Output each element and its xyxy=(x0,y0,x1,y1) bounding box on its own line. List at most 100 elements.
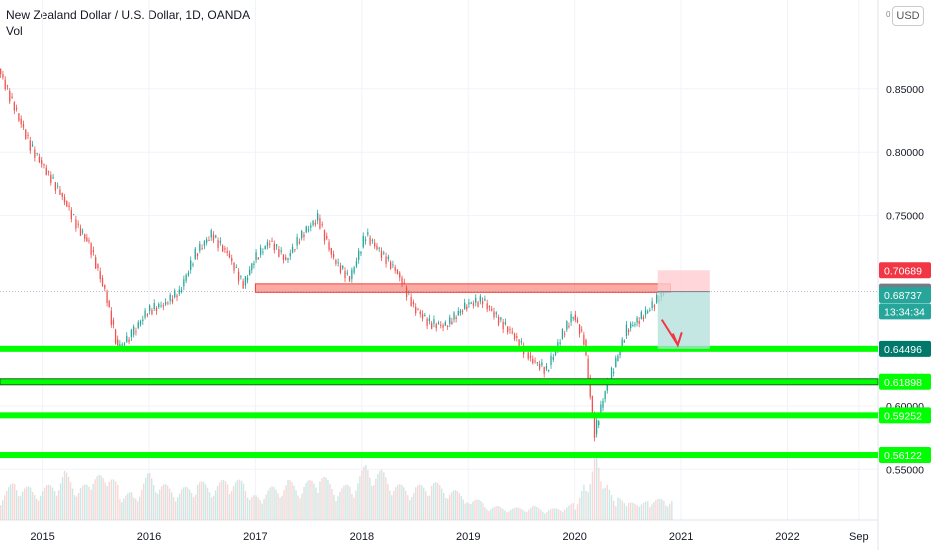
volume-bar xyxy=(206,487,209,520)
volume-bar xyxy=(21,491,24,520)
volume-bar xyxy=(458,492,460,520)
volume-bar xyxy=(359,476,361,520)
volume-bar xyxy=(576,504,579,520)
volume-bar xyxy=(162,484,165,520)
candle-body xyxy=(196,253,199,257)
volume-bar xyxy=(442,492,445,520)
candle-body xyxy=(435,324,437,329)
candle-body xyxy=(342,265,344,269)
candle-body xyxy=(507,326,509,333)
volume-bar xyxy=(148,472,151,520)
volume-bar xyxy=(196,484,199,520)
volume-bar xyxy=(146,473,149,520)
volume-bar xyxy=(431,485,433,520)
volume-bar xyxy=(395,487,397,520)
volume-bar xyxy=(327,479,329,520)
x-tick-label: 2020 xyxy=(562,531,586,543)
candle-body xyxy=(576,319,579,323)
candle-body xyxy=(389,261,392,269)
volume-bar xyxy=(647,501,649,520)
candle-body xyxy=(630,323,632,328)
candle-body xyxy=(57,185,59,187)
candle-body xyxy=(532,358,534,364)
volume-bar xyxy=(198,482,201,520)
volume-bar xyxy=(299,498,301,520)
currency-unit-button[interactable]: USD xyxy=(892,6,924,26)
volume-bar xyxy=(440,488,443,520)
candle-body xyxy=(153,303,155,309)
volume-bar xyxy=(238,479,241,520)
price-label: 0.61898 xyxy=(884,377,922,389)
candle-body xyxy=(174,290,176,298)
volume-bar xyxy=(329,483,331,520)
volume-bar xyxy=(311,480,313,520)
candle-body xyxy=(399,272,401,278)
volume-bar xyxy=(240,480,243,520)
symbol-title: New Zealand Dollar / U.S. Dollar, 1D, OA… xyxy=(6,8,251,22)
candle-body xyxy=(137,322,139,328)
volume-bar xyxy=(357,483,359,520)
candle-body xyxy=(321,224,323,226)
volume-bar xyxy=(102,478,104,520)
volume-bar xyxy=(526,511,528,520)
volume-bar xyxy=(29,487,32,520)
candle-body xyxy=(337,262,339,264)
volume-bar xyxy=(295,490,297,520)
volume-bar xyxy=(379,470,381,520)
candle-body xyxy=(367,232,369,235)
candle-body xyxy=(412,302,415,305)
x-tick-label: 2022 xyxy=(775,531,799,543)
candle-body xyxy=(20,118,22,125)
candle-body xyxy=(468,302,470,305)
candle-body xyxy=(2,74,4,78)
volume-bar xyxy=(581,491,583,520)
support-line xyxy=(0,452,878,459)
candle-body xyxy=(332,254,335,258)
volume-bar xyxy=(121,502,123,520)
x-tick-label: 2017 xyxy=(243,531,267,543)
candle-body xyxy=(649,310,651,312)
candle-body xyxy=(6,85,9,87)
candle-body xyxy=(362,235,364,248)
volume-bar xyxy=(353,497,355,520)
volume-bar xyxy=(293,485,295,520)
volume-bar xyxy=(401,484,403,520)
x-tick-label: 2019 xyxy=(456,531,480,543)
candle-body xyxy=(466,306,468,310)
volume-bar xyxy=(69,482,72,520)
candle-body xyxy=(642,316,645,320)
candle-body xyxy=(192,264,194,266)
volume-bar xyxy=(77,493,80,520)
candle-body xyxy=(289,253,291,257)
volume-bar xyxy=(192,497,195,520)
volume-bar xyxy=(425,491,427,520)
volume-bar xyxy=(212,495,215,520)
candle-body xyxy=(0,68,2,75)
volume-bar xyxy=(31,492,34,520)
candle-body xyxy=(548,370,550,372)
candle-body xyxy=(339,265,342,273)
volume-bar xyxy=(548,510,550,520)
volume-bar xyxy=(530,507,532,520)
volume-bar xyxy=(174,501,177,520)
candle-body xyxy=(651,301,653,309)
volume-bar xyxy=(439,485,441,520)
candle-body xyxy=(121,344,123,347)
x-tick-label: Sep xyxy=(849,531,869,543)
volume-bar xyxy=(7,487,10,520)
volume-bar xyxy=(53,491,56,520)
y-tick-label: 0.85000 xyxy=(886,84,924,96)
volume-bar xyxy=(11,483,14,520)
volume-bar xyxy=(570,503,572,520)
volume-bar xyxy=(387,483,389,520)
volume-bar xyxy=(587,492,589,520)
candle-body xyxy=(90,243,92,256)
volume-bar xyxy=(351,493,353,520)
volume-bar xyxy=(325,477,327,520)
candle-body xyxy=(644,310,647,315)
candle-body xyxy=(144,310,146,318)
volume-bar xyxy=(630,502,632,520)
volume-bar xyxy=(244,491,247,520)
volume-bar xyxy=(131,492,133,520)
